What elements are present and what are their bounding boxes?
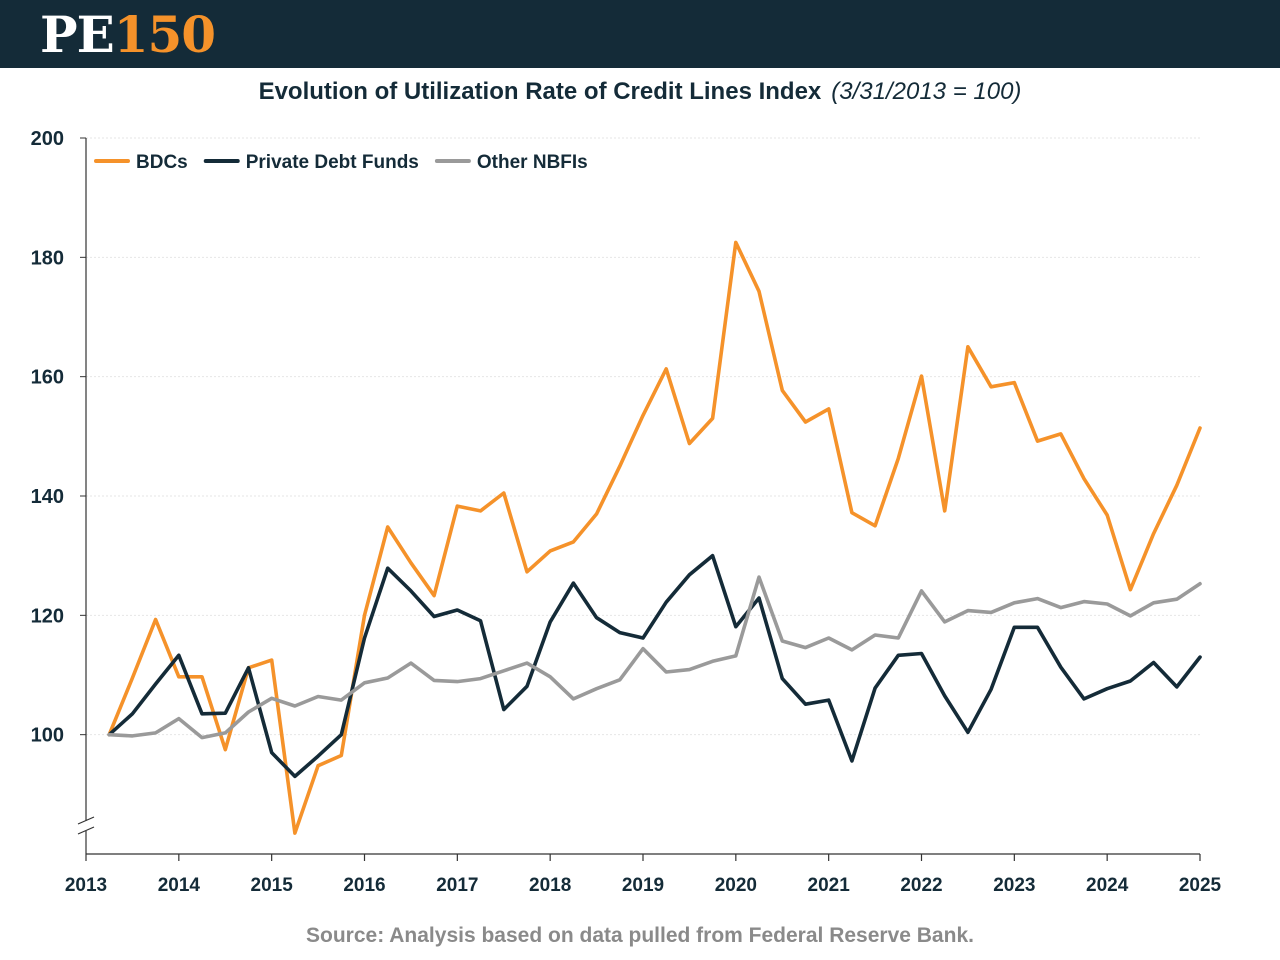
y-tick-label-140: 140 xyxy=(31,486,64,508)
header-bar: PE150 xyxy=(0,0,1280,68)
x-tick-label-2017: 2017 xyxy=(436,875,478,896)
chart-title-subtitle: (3/31/2013 = 100) xyxy=(831,78,1022,105)
legend-label-bdcs: BDCs xyxy=(136,152,188,173)
pe150-logo: PE150 xyxy=(40,5,216,64)
x-tick-label-2025: 2025 xyxy=(1179,875,1222,896)
x-tick-label-2018: 2018 xyxy=(529,875,571,896)
y-tick-label-180: 180 xyxy=(31,247,64,269)
x-tick-label-2020: 2020 xyxy=(715,875,757,896)
x-tick-label-2021: 2021 xyxy=(808,875,851,896)
legend-label-private-debt-funds: Private Debt Funds xyxy=(246,152,419,173)
x-tick-label-2019: 2019 xyxy=(622,875,664,896)
axis-break-mark-2 xyxy=(77,826,95,835)
y-tick-label-160: 160 xyxy=(31,367,64,389)
x-tick-label-2016: 2016 xyxy=(343,875,385,896)
logo-150-text: 150 xyxy=(113,5,216,64)
legend-label-other-nbfis: Other NBFIs xyxy=(477,152,588,173)
chart-title-main: Evolution of Utilization Rate of Credit … xyxy=(258,78,822,105)
series-line-private-debt-funds xyxy=(107,553,1202,779)
axis-break-mark-1 xyxy=(77,816,95,825)
x-tick-label-2024: 2024 xyxy=(1086,875,1129,896)
chart-title: Evolution of Utilization Rate of Credit … xyxy=(0,76,1280,108)
x-tick-label-2013: 2013 xyxy=(65,875,107,896)
source-note: Source: Analysis based on data pulled fr… xyxy=(306,924,974,947)
y-tick-label-200: 200 xyxy=(31,128,64,150)
series-line-other-nbfis xyxy=(107,575,1202,740)
x-tick-label-2015: 2015 xyxy=(251,875,294,896)
x-tick-label-2014: 2014 xyxy=(158,875,201,896)
y-tick-label-100: 100 xyxy=(31,725,64,747)
y-tick-label-120: 120 xyxy=(31,605,64,627)
series-line-bdcs xyxy=(107,240,1202,835)
x-tick-label-2023: 2023 xyxy=(993,875,1035,896)
x-tick-label-2022: 2022 xyxy=(900,875,942,896)
logo-pe-text: PE xyxy=(40,5,115,64)
